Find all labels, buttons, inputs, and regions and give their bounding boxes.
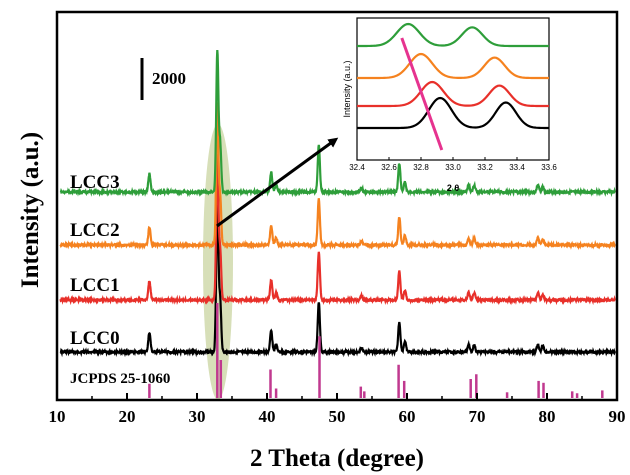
inset-x-axis-title: 2 θ [447, 183, 460, 193]
inset-x-tick-label: 33.2 [477, 163, 493, 172]
inset-x-tick-label: 32.8 [413, 163, 429, 172]
zoom-arrow-line [216, 137, 339, 228]
inset-y-axis-title: Intensity (a.u.) [342, 60, 352, 117]
series-label-lcc0: LCC0 [70, 328, 120, 349]
x-tick-label: 30 [189, 407, 206, 426]
x-axis-title: 2 Theta (degree) [250, 445, 424, 472]
inset-series-line [357, 80, 549, 108]
y-axis-title: Intensity (a.u.) [17, 132, 44, 288]
inset-series-line [357, 96, 550, 130]
peak-shift-line [400, 37, 444, 151]
x-tick-label: 10 [49, 407, 66, 426]
main-axes: 10 20 30 40 50 60 70 80 90 2 Theta (degree) Intens… [17, 10, 626, 472]
x-tick-label: 40 [259, 407, 276, 426]
inset-series-line [357, 52, 549, 80]
series-label-lcc2: LCC2 [70, 220, 120, 241]
x-tick-label: 50 [329, 407, 346, 426]
jcpds-reference-lines [148, 303, 604, 398]
inset-frame [356, 17, 550, 161]
series-labels: LCC0 LCC1 LCC2 LCC3 JCPDS 25-1060 [70, 172, 170, 387]
x-tick-label: 20 [119, 407, 136, 426]
inset-plot: 32.4 32.6 32.8 33.0 33.2 33.4 33.6 2 θ Intensity… [342, 17, 557, 193]
inset-x-tick-label: 33.6 [541, 163, 557, 172]
inset-x-tick-label: 33.4 [509, 163, 525, 172]
zoom-arrow [216, 137, 339, 228]
inset-x-tick-label: 33.0 [445, 163, 461, 172]
xrd-series [59, 50, 616, 358]
reference-label: JCPDS 25-1060 [70, 371, 170, 387]
x-tick-label: 80 [539, 407, 556, 426]
inset-x-tick-label: 32.4 [349, 163, 365, 172]
inset-x-tick-label: 32.6 [381, 163, 397, 172]
series-label-lcc1: LCC1 [70, 275, 120, 296]
x-tick-label: 90 [609, 407, 626, 426]
series-line-lcc1 [59, 153, 616, 306]
series-line-lcc3 [59, 50, 616, 198]
x-tick-label: 70 [469, 407, 486, 426]
x-tick-label: 60 [399, 407, 416, 426]
inset-series-line [357, 22, 549, 48]
series-line-lcc0 [59, 200, 616, 358]
series-label-lcc3: LCC3 [70, 172, 120, 193]
series-line-lcc2 [59, 102, 616, 251]
scale-bar-label: 2000 [152, 69, 186, 88]
